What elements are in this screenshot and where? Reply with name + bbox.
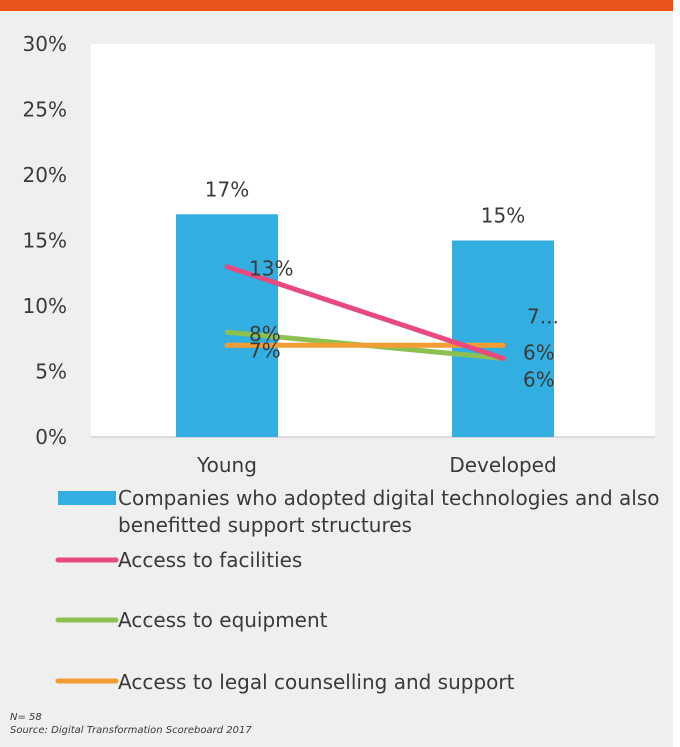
- y-tick-label: 20%: [23, 163, 67, 187]
- bar-data-label: 17%: [205, 177, 249, 201]
- legend-label-bar-line2: benefitted support structures: [118, 513, 412, 537]
- x-tick-label: Young: [196, 453, 257, 477]
- line-data-label: 8%: [249, 322, 281, 346]
- legend-item-companies: Companies who adopted digital technologi…: [58, 486, 659, 537]
- x-axis: Young Developed: [196, 453, 557, 477]
- series-line: [224, 264, 506, 361]
- legend-item-equipment: Access to equipment: [55, 608, 328, 632]
- legend-label-bar-line1: Companies who adopted digital technologi…: [118, 486, 659, 510]
- sample-size-note: N= 58: [10, 712, 42, 723]
- bar: [452, 240, 554, 437]
- y-tick-label: 25%: [23, 98, 67, 122]
- header-bar: [0, 0, 673, 11]
- legend-label-legal: Access to legal counselling and support: [118, 670, 515, 694]
- line-data-label: 13%: [249, 257, 293, 281]
- bar-data-label: 15%: [481, 204, 525, 228]
- legend-label-equipment: Access to equipment: [118, 608, 328, 632]
- source-note: Source: Digital Transformation Scoreboar…: [10, 725, 252, 736]
- plot-area: [91, 44, 655, 438]
- y-tick-label: 15%: [23, 229, 67, 253]
- x-tick-label: Developed: [449, 453, 556, 477]
- bar-series: [176, 214, 554, 437]
- line-series: [224, 264, 506, 361]
- y-tick-label: 5%: [35, 360, 67, 384]
- y-tick-label: 30%: [23, 32, 67, 56]
- bar: [176, 214, 278, 437]
- legend-label-facilities: Access to facilities: [118, 548, 302, 572]
- line-data-label: 6%: [523, 340, 555, 364]
- data-labels: 17% 15% 13% 6% 8% 6% 7% 7...: [205, 177, 559, 391]
- legend-swatch-bar: [58, 491, 116, 505]
- chart: 0% 5% 10% 15% 20% 25% 30% Young Developed 17% 15…: [23, 32, 660, 694]
- legend-item-facilities: Access to facilities: [55, 548, 302, 572]
- legend: Companies who adopted digital technologi…: [55, 486, 659, 694]
- line-data-label: 7%: [249, 338, 281, 362]
- y-tick-label: 10%: [23, 294, 67, 318]
- legend-item-legal: Access to legal counselling and support: [55, 670, 515, 694]
- y-axis: 0% 5% 10% 15% 20% 25% 30%: [23, 32, 67, 449]
- y-tick-label: 0%: [35, 425, 67, 449]
- line-data-label: 7...: [527, 304, 559, 328]
- footnote: N= 58 Source: Digital Transformation Sco…: [10, 711, 252, 737]
- line-data-label: 6%: [523, 367, 555, 391]
